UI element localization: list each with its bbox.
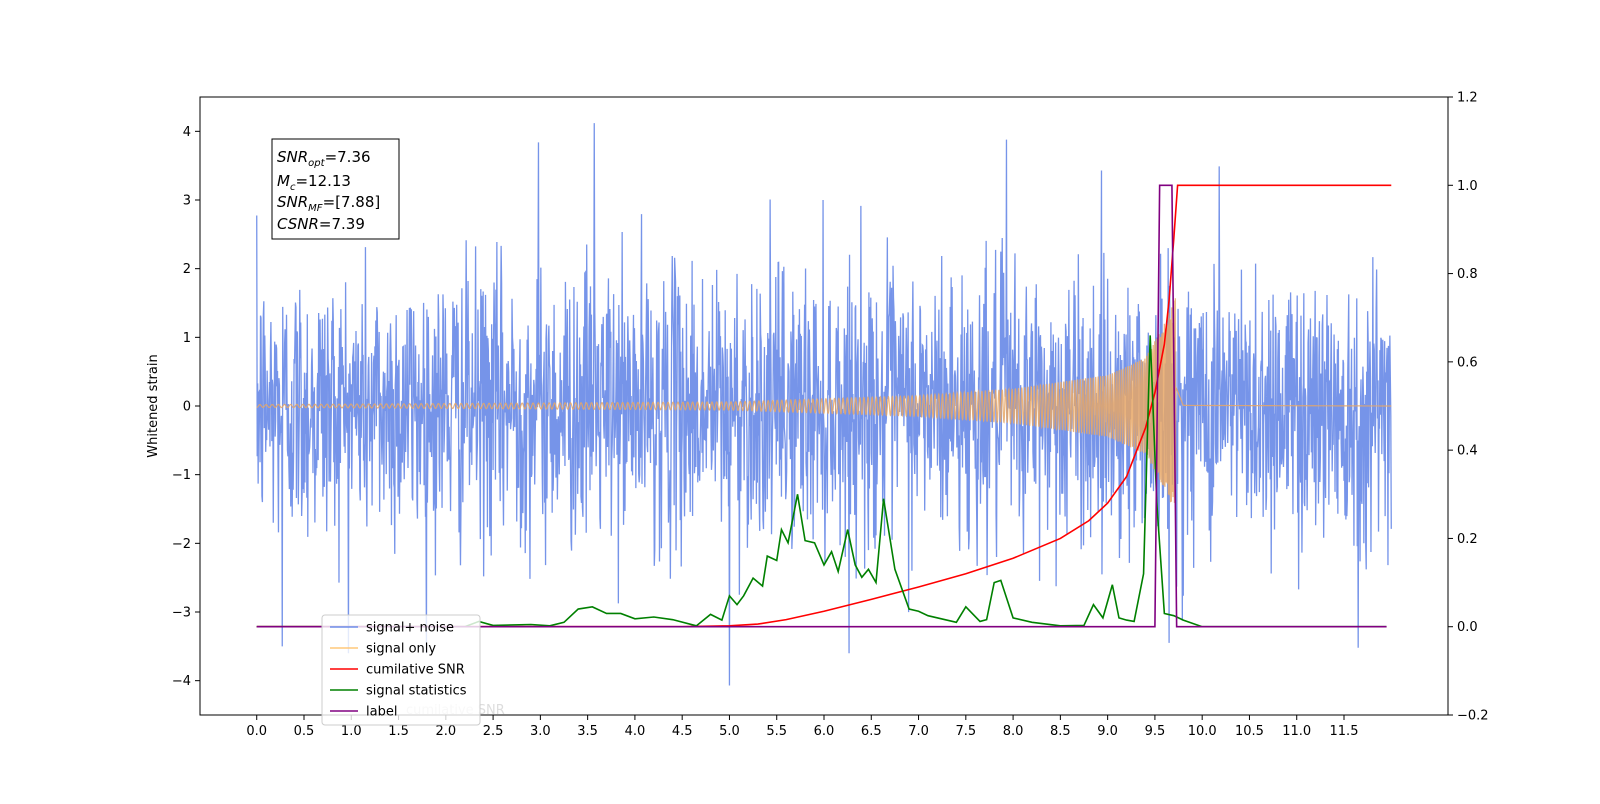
- series-cumilative-snr-line: [256, 184, 1392, 628]
- x-tick-label: 10.5: [1235, 724, 1264, 739]
- y-right-tick-label: 0.8: [1457, 267, 1478, 282]
- y-left-tick-label: 1: [183, 331, 191, 346]
- series-label-line: [256, 184, 1387, 628]
- x-tick-label: 6.5: [861, 724, 882, 739]
- x-tick-label: 0.0: [246, 724, 267, 739]
- x-tick-label: 1.5: [388, 724, 409, 739]
- x-tick-label: 10.0: [1188, 724, 1217, 739]
- y-left-tick-label: −1: [172, 468, 191, 483]
- series-signal-only-line: [256, 298, 1392, 503]
- annotation-box: [271, 138, 400, 240]
- y-right-tick-label: 0.4: [1457, 444, 1478, 459]
- legend-label: signal+ noise: [366, 621, 454, 636]
- annotation-csnr: CSNR=7.39: [277, 215, 365, 233]
- y-left-tick-label: 3: [183, 194, 191, 209]
- metrics-annotation: SNRopt=7.36 Mc=12.13 SNRMF=[7.88] CSNR=7…: [271, 138, 400, 240]
- y-right-tick-label: 0.6: [1457, 355, 1478, 370]
- x-tick-label: 0.5: [294, 724, 315, 739]
- plot-lines: [256, 123, 1392, 686]
- annotation-mc: Mc=12.13: [277, 172, 351, 193]
- y-right-tick-label: 0.0: [1457, 620, 1478, 635]
- x-tick-label: 5.0: [719, 724, 740, 739]
- x-tick-label: 8.5: [1050, 724, 1071, 739]
- legend-box: [321, 614, 481, 726]
- x-tick-label: 11.0: [1282, 724, 1311, 739]
- x-tick-label: 8.0: [1003, 724, 1024, 739]
- legend-label: signal statistics: [366, 684, 467, 699]
- x-tick-label: 9.5: [1145, 724, 1166, 739]
- legend-label: signal only: [366, 642, 436, 657]
- x-tick-label: 7.0: [908, 724, 929, 739]
- x-tick-label: 2.5: [483, 724, 504, 739]
- x-tick-label: 4.5: [672, 724, 693, 739]
- x-tick-label: 11.5: [1330, 724, 1359, 739]
- series-signal-plus-noise-line: [256, 123, 1392, 686]
- y-right-tick-label: 1.2: [1457, 91, 1478, 106]
- x-tick-label: 7.5: [955, 724, 976, 739]
- y-left-tick-label: −2: [172, 537, 191, 552]
- x-tick-label: 6.0: [814, 724, 835, 739]
- y-left-tick-label: −3: [172, 606, 191, 621]
- x-tick-label: 9.0: [1097, 724, 1118, 739]
- annotation-snr-mf: SNRMF=[7.88]: [277, 193, 380, 214]
- x-tick-label: 2.0: [435, 724, 456, 739]
- x-tick-label: 3.5: [577, 724, 598, 739]
- x-tick-label: 1.0: [341, 724, 362, 739]
- x-tick-label: 5.5: [766, 724, 787, 739]
- y-axis-label-left: Whitened strain: [146, 354, 161, 457]
- y-right-tick-label: −0.2: [1457, 709, 1489, 724]
- y-left-tick-label: −4: [172, 674, 191, 689]
- legend-label: cumilative SNR: [366, 663, 465, 678]
- annotation-snr-opt: SNRopt=7.36: [277, 148, 371, 169]
- y-left-tick-label: 0: [183, 400, 191, 415]
- y-left-tick-label: 2: [183, 262, 191, 277]
- axes: 0.0 0.5 1.0 1.5 2.0 2.5 3.0 3.5 4.0 4.5 5.0 5.5 6.0 6…: [172, 91, 1489, 740]
- y-right-tick-label: 1.0: [1457, 179, 1478, 194]
- legend-label: label: [366, 705, 397, 720]
- x-tick-label: 4.0: [625, 724, 646, 739]
- x-tick-label: 3.0: [530, 724, 551, 739]
- series-signal-statistics-line: [256, 335, 1387, 628]
- y-left-tick-label: 4: [183, 125, 191, 140]
- y-right-tick-label: 0.2: [1457, 532, 1478, 547]
